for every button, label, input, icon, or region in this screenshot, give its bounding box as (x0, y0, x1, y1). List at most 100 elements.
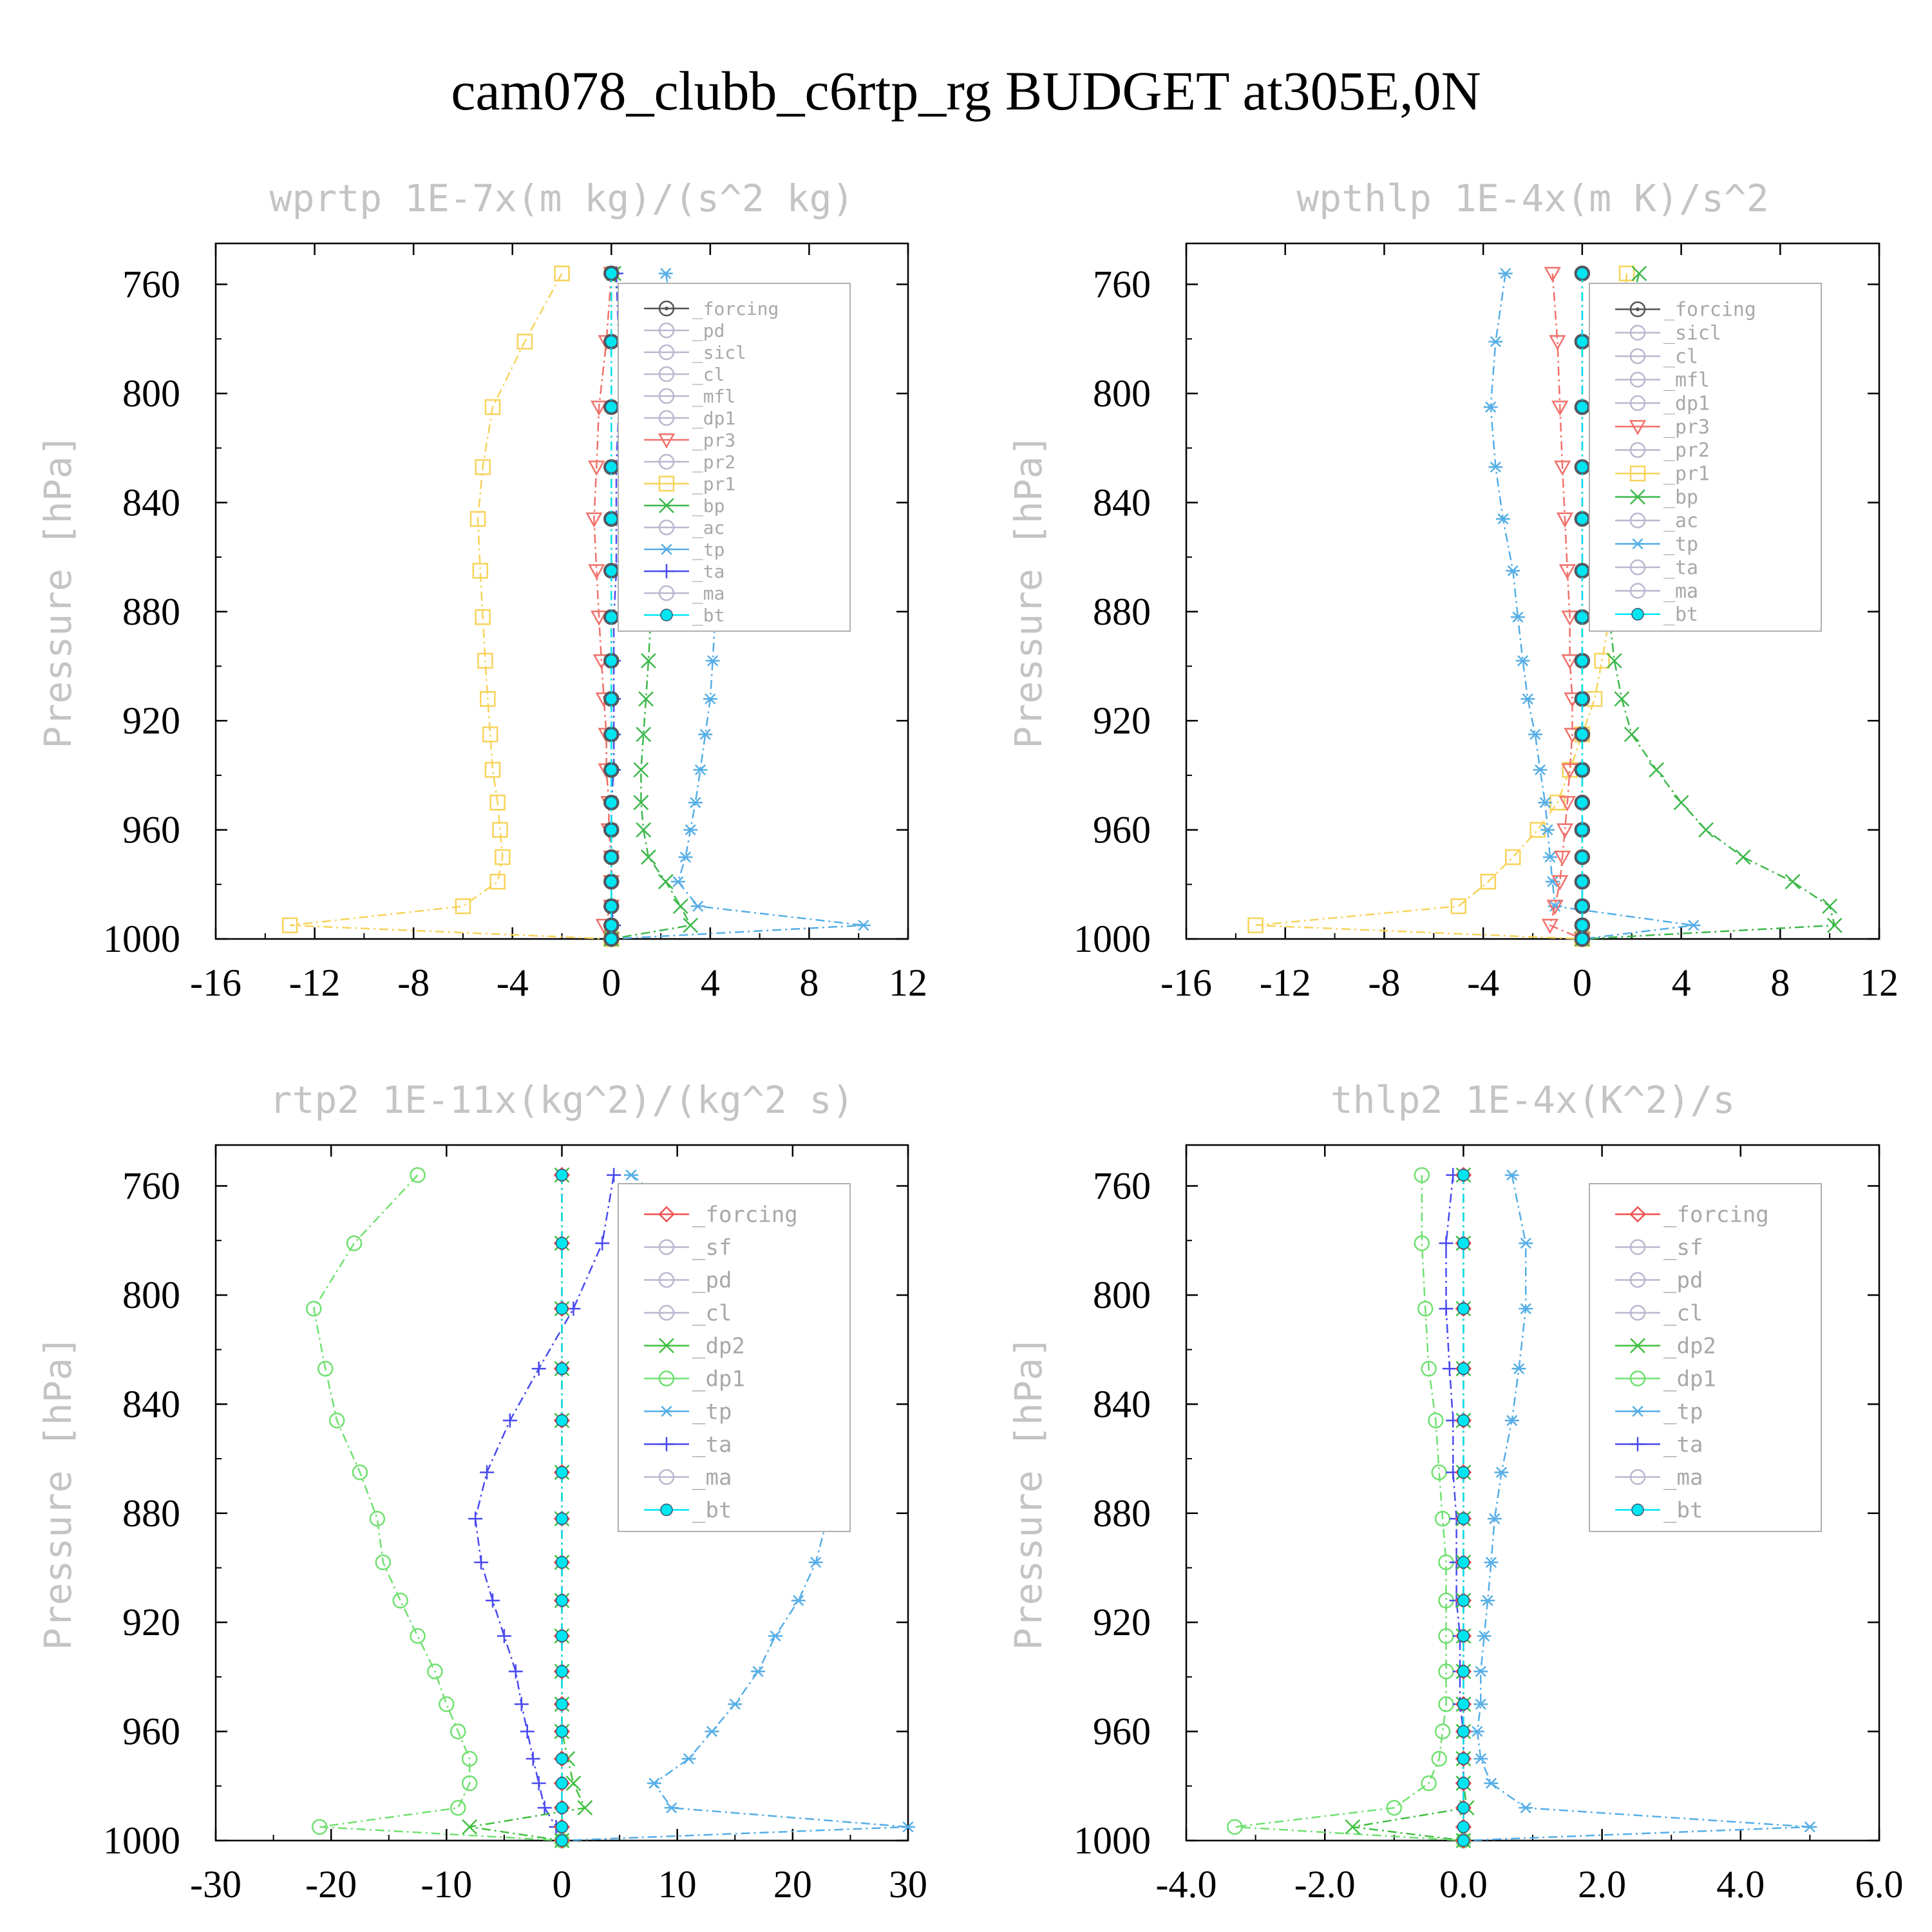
data-point (1480, 873, 1497, 890)
data-point (427, 1663, 443, 1680)
data-point (605, 267, 618, 280)
data-point (658, 268, 673, 279)
x-tick-label: -20 (305, 1863, 357, 1906)
series-dp2 (462, 1167, 593, 1848)
x-tick-label: 6.0 (1855, 1863, 1904, 1906)
y-axis-label: Pressure [hPa] (36, 434, 80, 749)
legend-marker (1629, 1272, 1646, 1288)
y-tick-label: 840 (1093, 481, 1151, 524)
data-point (1470, 1726, 1484, 1738)
legend-marker (1630, 1338, 1645, 1354)
data-point (1538, 797, 1553, 808)
legend: _forcing_pd_sicl_cl_mfl_dp1_pr3_pr2_pr1_… (618, 283, 851, 632)
data-point (555, 1834, 569, 1847)
panel-title: thlp2 1E-4x(K^2)/s (1331, 1078, 1736, 1122)
data-point (502, 1413, 517, 1428)
series-dp1 (306, 1167, 570, 1849)
data-point (683, 917, 699, 933)
y-tick-label: 760 (122, 1165, 180, 1208)
x-tick-label: -8 (1368, 961, 1400, 1004)
y-axis-label: Pressure [hPa] (1007, 434, 1050, 749)
data-point (638, 691, 654, 707)
data-point (1614, 691, 1630, 707)
data-point (495, 849, 511, 866)
data-point (1686, 920, 1701, 931)
data-point (640, 849, 656, 865)
y-tick-label: 920 (1093, 1601, 1151, 1643)
data-point (1473, 1698, 1488, 1710)
data-point (703, 693, 717, 705)
data-point (1540, 824, 1555, 836)
x-tick-label: 8 (1770, 961, 1790, 1004)
legend-marker (658, 344, 675, 361)
data-point (605, 875, 618, 888)
legend-label: _dp1 (1663, 392, 1710, 415)
data-point (352, 1464, 368, 1481)
legend-marker (659, 1437, 674, 1452)
legend-label: _bt (692, 1497, 732, 1523)
legend-label: _pr2 (692, 451, 735, 473)
legend-marker (658, 1370, 675, 1387)
y-tick-label: 760 (1093, 1165, 1151, 1208)
legend-label: _bt (1663, 1497, 1703, 1523)
data-point (508, 1664, 523, 1679)
y-tick-label: 840 (122, 1383, 180, 1425)
data-point (555, 1466, 569, 1479)
data-point (1417, 1300, 1434, 1317)
y-tick-label: 920 (122, 699, 180, 742)
series-line (474, 1175, 615, 1841)
data-point (1826, 917, 1842, 933)
data-point (1576, 851, 1589, 864)
data-point (1576, 460, 1589, 474)
legend-label: _dp2 (1663, 1333, 1716, 1359)
data-point (1549, 335, 1566, 351)
data-point (1421, 1361, 1437, 1377)
series-line (593, 273, 612, 940)
x-tick-label: 2.0 (1578, 1863, 1626, 1906)
panel-4: thlp2 1E-4x(K^2)/s Pressure [hPa] -4.0 -2.0… (1007, 1078, 1904, 1906)
data-point (1488, 336, 1503, 348)
series-ta (468, 1168, 621, 1848)
data-point (554, 265, 570, 281)
data-point (489, 873, 506, 890)
data-point (1505, 849, 1521, 866)
data-point (605, 401, 618, 413)
data-point (1434, 1723, 1451, 1739)
panel-3: rtp2 1E-11x(kg^2)/(kg^2 s) Pressure [hPa]… (36, 1078, 927, 1906)
y-tick-label: 1000 (103, 1819, 180, 1862)
legend-label: _forcing (1663, 1202, 1769, 1227)
series-line (611, 273, 620, 940)
legend-label: _cl (692, 1300, 732, 1326)
data-point (1551, 401, 1569, 416)
data-point (1553, 460, 1571, 476)
legend-label: _tp (692, 539, 724, 561)
data-point (1450, 898, 1466, 914)
legend-label: _forcing (692, 1202, 798, 1227)
data-point (516, 334, 533, 350)
data-point (1576, 823, 1589, 837)
data-point (1803, 1821, 1817, 1833)
y-tick-label: 920 (122, 1601, 180, 1643)
data-point (555, 1168, 569, 1182)
data-point (1520, 693, 1535, 705)
legend-label: _ma (692, 583, 724, 605)
data-point (477, 652, 493, 669)
data-point (588, 460, 605, 476)
x-tick-label: -8 (397, 961, 430, 1004)
legend-marker (658, 300, 675, 317)
y-tick-label: 800 (122, 1274, 180, 1316)
legend-marker (659, 564, 674, 578)
data-point (1457, 1834, 1470, 1847)
legend-marker (658, 1305, 675, 1321)
legend-label: _sicl (692, 342, 746, 364)
legend-label: _dp2 (692, 1333, 745, 1359)
data-point (1576, 513, 1589, 526)
data-point (369, 1510, 386, 1527)
data-point (555, 1665, 569, 1678)
data-point (1457, 1362, 1470, 1376)
panel-1: wprtp 1E-7x(m kg)/(s^2 kg) Pressure [hPa]… (36, 176, 927, 1004)
data-point (555, 1801, 569, 1814)
data-point (693, 764, 708, 775)
data-point (1576, 401, 1589, 413)
legend-marker (658, 1239, 675, 1255)
